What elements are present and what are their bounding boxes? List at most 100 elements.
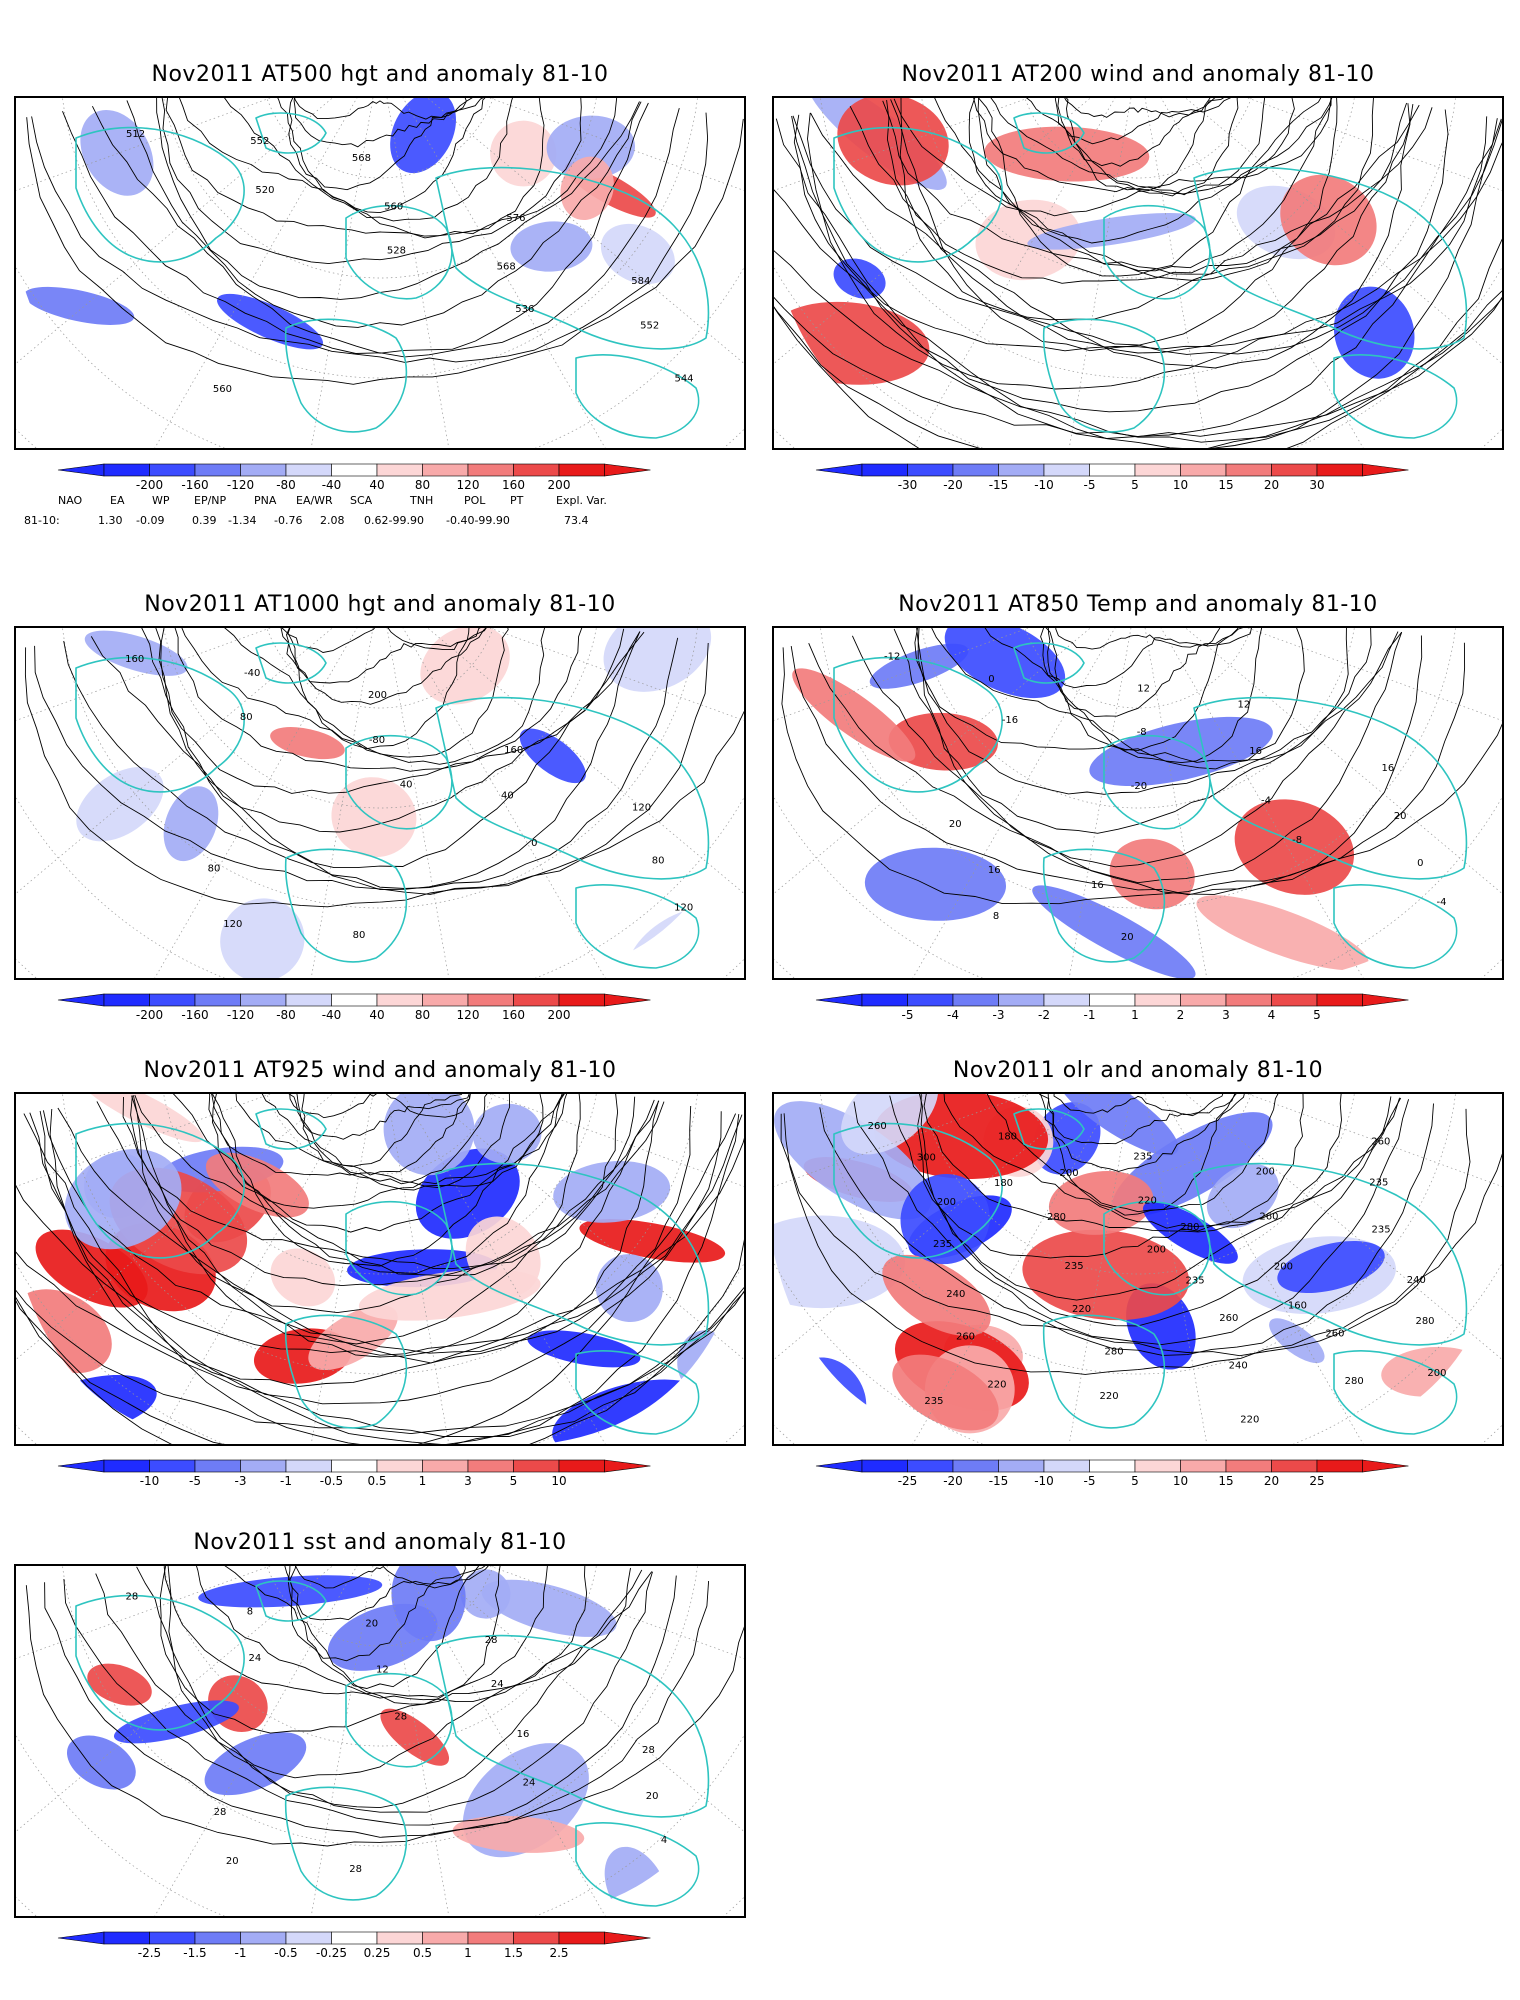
colorbar-arrow-left: [815, 993, 863, 1007]
coastline: [833, 656, 1003, 793]
streamline: [16, 1239, 744, 1437]
tele-header: SCA: [350, 494, 373, 507]
meridian-line: [16, 1566, 333, 1832]
contour-label: 260: [956, 1331, 975, 1342]
colorbar-arrow-right: [1362, 993, 1409, 1007]
meridian-line: [1068, 1094, 1132, 1444]
coastline: [575, 1350, 700, 1435]
anomaly-shading: [595, 1254, 663, 1323]
contour-line: [917, 628, 1372, 795]
colorbar-swatch: [1271, 993, 1318, 1007]
contour-label: 200: [1274, 1262, 1293, 1273]
streamline: [793, 114, 1488, 352]
meridian-line: [1144, 98, 1208, 448]
meridian-line: [154, 628, 358, 978]
map-edge-mask: [544, 1254, 744, 1444]
colorbar-tick-label: -2: [1038, 1008, 1050, 1022]
anomaly-shading: [113, 1700, 239, 1744]
colorbar-tick-label: 120: [457, 478, 480, 492]
contour-label: 568: [352, 153, 371, 164]
contour-label: 220: [1072, 1304, 1091, 1315]
colorbar-tick-label: 5: [1131, 478, 1139, 492]
streamline: [849, 104, 1414, 354]
colorbar-swatch: [1316, 1459, 1363, 1473]
contour-label: 20: [226, 1856, 239, 1867]
anomaly-shading: [864, 847, 1007, 921]
contour-label: 568: [497, 261, 516, 272]
coastline: [284, 318, 408, 433]
streamline: [990, 98, 1265, 196]
colorbar-swatch: [558, 1459, 605, 1473]
map-olr: 260 180 200 160 200 180 220 200 280 220 235 260 240 2…: [772, 1092, 1504, 1446]
streamline: [882, 98, 1374, 275]
meridian-line: [16, 1566, 272, 1659]
colorbar-swatch: [422, 993, 469, 1007]
contour-line: [1047, 1094, 1236, 1145]
anomaly-shading: [600, 223, 675, 285]
streamline: [774, 297, 1502, 448]
contour-label: 16: [1249, 746, 1262, 757]
contour-label: 16: [1091, 880, 1104, 891]
contour-line: [853, 1099, 1410, 1346]
contour-line: [1053, 1094, 1224, 1116]
streamline: [16, 1290, 744, 1444]
colorbar-swatch: [952, 993, 999, 1007]
colorbar-tick-label: 25: [1309, 1474, 1324, 1488]
colorbar-swatch: [907, 1459, 954, 1473]
colorbar-arrow-right: [604, 463, 651, 477]
colorbar-swatch: [952, 1459, 999, 1473]
colorbar-swatch: [285, 993, 332, 1007]
anomaly-shading: [527, 1330, 641, 1368]
contour-label: 560: [213, 384, 232, 395]
colorbar-tick-label: 10: [1173, 1474, 1188, 1488]
coastline: [1103, 204, 1211, 300]
colorbar-swatch: [558, 993, 605, 1007]
coastline: [345, 204, 453, 300]
contour-line: [224, 1566, 501, 1705]
contour-label: 12: [1137, 684, 1150, 695]
colorbar-tick-label: -0.5: [274, 1946, 297, 1960]
colorbar-tick-label: 0.25: [364, 1946, 391, 1960]
colorbar-tick-label: -20: [943, 478, 963, 492]
colorbar-tick-label: 20: [1264, 1474, 1279, 1488]
tele-row-label: 81-10:: [24, 514, 60, 527]
contour-label: 20: [646, 1791, 659, 1802]
tele-header: TNH: [410, 494, 434, 507]
colorbar-swatch: [240, 463, 287, 477]
colorbar-tick-label: -3: [235, 1474, 247, 1488]
contour-label: 220: [1240, 1414, 1259, 1425]
meridian-line: [774, 98, 1030, 191]
colorbar-swatch: [1043, 463, 1090, 477]
colorbar-tick-label: 80: [415, 1008, 430, 1022]
colorbar-tick-label: -80: [276, 1008, 296, 1022]
anomaly-shading: [220, 898, 305, 978]
coastline: [1333, 354, 1458, 439]
colorbar-swatch: [907, 993, 954, 1007]
colorbar-tick-label: -10: [1034, 1474, 1054, 1488]
colorbar-swatch: [998, 1459, 1045, 1473]
meridian-line: [16, 628, 272, 721]
tele-value: 0.39: [192, 514, 217, 527]
map-edge-mask: [16, 788, 216, 978]
meridian-line: [912, 628, 1116, 978]
anomaly-shading: [1027, 212, 1196, 250]
polar-map: [774, 98, 1502, 448]
contour-line: [917, 1094, 1392, 1259]
contour-label: 20: [365, 1618, 378, 1629]
meridian-line: [16, 98, 272, 191]
contour-label: 28: [214, 1807, 227, 1818]
anomaly-shading: [23, 286, 135, 325]
map-edge-mask: [544, 788, 744, 978]
contour-line: [916, 628, 1349, 763]
meridian-line: [1144, 628, 1208, 978]
contour-label: 160: [125, 654, 144, 665]
colorbar-arrow-right: [1362, 463, 1409, 477]
contour-line: [984, 628, 1263, 764]
colorbar-tick-label: -5: [902, 1008, 914, 1022]
meridian-line: [402, 628, 606, 978]
contour-label: 200: [1060, 1168, 1079, 1179]
colorbar-tick-label: -20: [943, 1474, 963, 1488]
coastline: [1042, 1314, 1166, 1429]
coastline: [1193, 166, 1468, 350]
streamline: [49, 1108, 744, 1388]
